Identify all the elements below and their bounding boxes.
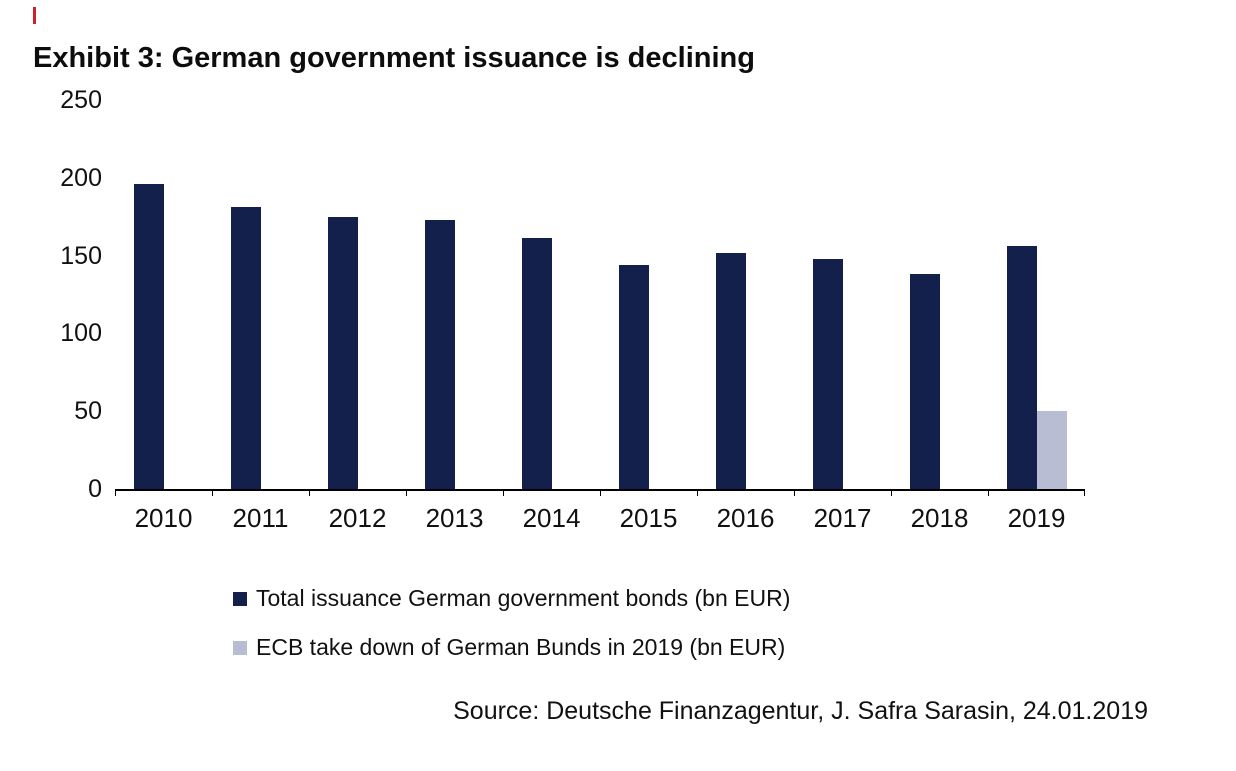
x-axis-tick-label: 2018 [910, 503, 969, 533]
y-axis-tick-label: 250 [60, 86, 102, 114]
x-axis-tick-mark [115, 489, 116, 496]
bar-2019-total-issuance [1006, 246, 1037, 489]
y-axis-tick-label: 0 [88, 475, 102, 503]
bar-2013-total-issuance [424, 219, 455, 489]
bar-2014-total-issuance [521, 238, 552, 489]
x-axis-tick-mark [212, 489, 213, 496]
legend-label: ECB take down of German Bunds in 2019 (b… [256, 634, 786, 660]
red-corner-mark [33, 7, 36, 24]
x-axis-tick-mark [988, 489, 989, 496]
bar-2011-total-issuance [230, 207, 261, 489]
x-axis-tick-label: 2019 [1007, 503, 1066, 533]
y-axis-tick-label: 100 [60, 319, 102, 348]
legend-label: Total issuance German government bonds (… [256, 585, 791, 611]
chart-title: Exhibit 3: German government issuance is… [33, 42, 755, 74]
x-axis-tick-label: 2016 [716, 503, 775, 533]
x-axis-tick-mark [891, 489, 892, 496]
legend-swatch [233, 640, 247, 655]
x-axis-tick-mark [600, 489, 601, 496]
x-axis-tick-mark [309, 489, 310, 496]
legend-swatch [233, 591, 247, 606]
x-axis-tick-label: 2013 [425, 503, 484, 533]
y-axis-tick-label: 50 [74, 397, 102, 426]
source-note: Source: Deutsche Finanzagentur, J. Safra… [453, 697, 1148, 725]
bar-2018-total-issuance [909, 274, 940, 489]
legend-item: ECB take down of German Bunds in 2019 (b… [233, 634, 790, 661]
bar-chart-plot-area [115, 100, 1085, 496]
x-axis-tick-mark [503, 489, 504, 496]
bar-2019-ecb-take-down [1036, 411, 1067, 489]
x-axis-tick-mark [1084, 489, 1085, 496]
x-axis-tick-label: 2010 [134, 503, 193, 533]
x-axis-tick-mark [794, 489, 795, 496]
bar-2012-total-issuance [327, 216, 358, 489]
legend-item: Total issuance German government bonds (… [233, 585, 790, 612]
bar-2015-total-issuance [618, 264, 649, 489]
bar-2010-total-issuance [133, 184, 164, 489]
x-axis-tick-mark [697, 489, 698, 496]
y-axis-tick-label: 200 [60, 163, 102, 192]
x-axis-tick-label: 2011 [232, 503, 289, 533]
x-axis-tick-label: 2015 [619, 503, 678, 533]
x-axis-tick-label: 2017 [813, 503, 872, 533]
x-axis-tick-mark [406, 489, 407, 496]
chart-legend: Total issuance German government bonds (… [233, 585, 790, 683]
bar-2016-total-issuance [715, 252, 746, 489]
bar-2017-total-issuance [812, 258, 843, 489]
x-axis-tick-label: 2014 [522, 503, 581, 533]
y-axis-tick-label: 150 [60, 241, 102, 270]
x-axis-tick-label: 2012 [328, 503, 387, 533]
